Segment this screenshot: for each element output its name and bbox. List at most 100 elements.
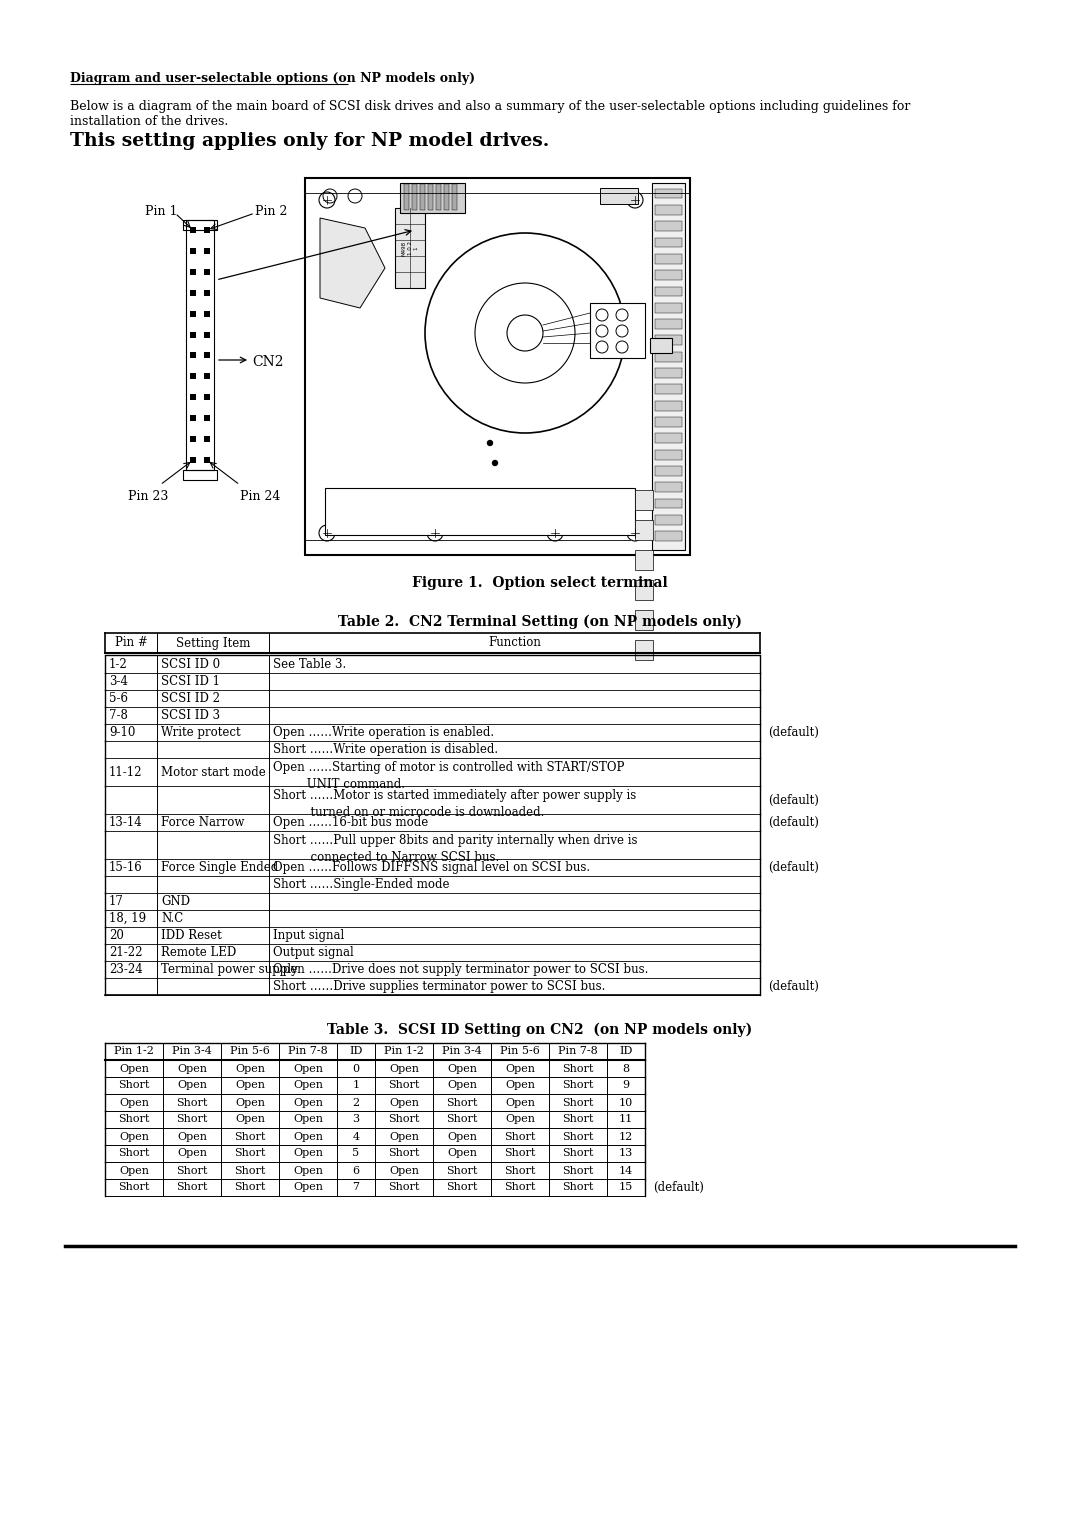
Text: 13: 13 [619, 1149, 633, 1158]
Circle shape [475, 283, 575, 384]
Text: Open: Open [293, 1183, 323, 1192]
Bar [654, 287, 681, 296]
Text: Short: Short [563, 1097, 594, 1108]
Text: 1: 1 [352, 1080, 360, 1091]
Bar [654, 515, 681, 524]
Bar [635, 640, 653, 660]
Bar [652, 183, 685, 550]
Text: Short ……Pull upper 8bits and parity internally when drive is
          connected: Short ……Pull upper 8bits and parity inte… [273, 834, 637, 863]
Text: Diagram and user-selectable options (on NP models only): Diagram and user-selectable options (on … [70, 72, 475, 86]
Text: Pin #: Pin # [114, 637, 147, 649]
Bar [204, 457, 210, 463]
Bar [654, 385, 681, 394]
Text: 7-8: 7-8 [109, 709, 127, 723]
Circle shape [487, 440, 492, 446]
Text: 17: 17 [109, 895, 124, 908]
Text: Short: Short [119, 1080, 150, 1091]
Text: Short: Short [389, 1183, 420, 1192]
Text: SCSI ID 1: SCSI ID 1 [161, 675, 220, 688]
Text: ID: ID [349, 1047, 363, 1056]
Bar [635, 520, 653, 539]
Bar [650, 338, 672, 353]
Text: M498
1 0 2
1: M498 1 0 2 1 [402, 240, 418, 255]
Text: Open ……Drive does not supply terminator power to SCSI bus.: Open ……Drive does not supply terminator … [273, 963, 648, 976]
Bar [635, 550, 653, 570]
Text: Short: Short [446, 1114, 477, 1125]
Text: Open: Open [389, 1166, 419, 1175]
Bar [654, 466, 681, 475]
Text: 15-16: 15-16 [109, 860, 143, 874]
Bar [654, 188, 681, 199]
Text: Short: Short [563, 1114, 594, 1125]
Text: Table 3.  SCSI ID Setting on CN2  (on NP models only): Table 3. SCSI ID Setting on CN2 (on NP m… [327, 1024, 753, 1038]
Text: Short: Short [176, 1166, 207, 1175]
Text: Open: Open [293, 1166, 323, 1175]
Text: 5-6: 5-6 [109, 692, 129, 704]
Bar [654, 303, 681, 313]
Text: SCSI ID 3: SCSI ID 3 [161, 709, 220, 723]
Text: Short: Short [446, 1183, 477, 1192]
Text: 9: 9 [622, 1080, 630, 1091]
Bar [204, 228, 210, 232]
Bar [654, 449, 681, 460]
Text: Open: Open [119, 1166, 149, 1175]
Bar [654, 417, 681, 426]
Text: Open: Open [293, 1097, 323, 1108]
Text: Open ……Write operation is enabled.: Open ……Write operation is enabled. [273, 726, 495, 740]
Text: Open: Open [293, 1149, 323, 1158]
Bar [186, 220, 214, 471]
Bar [635, 581, 653, 601]
Text: Short: Short [563, 1132, 594, 1141]
Bar [190, 228, 195, 232]
Text: (default): (default) [768, 979, 819, 993]
Text: Below is a diagram of the main board of SCSI disk drives and also a summary of t: Below is a diagram of the main board of … [70, 99, 910, 128]
Text: Open: Open [447, 1063, 477, 1074]
Text: Short ……Motor is started immediately after power supply is
          turned on o: Short ……Motor is started immediately aft… [273, 788, 636, 819]
Text: Open: Open [235, 1097, 265, 1108]
Bar [190, 394, 195, 400]
Text: Short: Short [563, 1166, 594, 1175]
Text: Short: Short [563, 1183, 594, 1192]
Bar [635, 610, 653, 630]
Bar [183, 471, 217, 480]
Text: Pin 2: Pin 2 [255, 205, 287, 219]
Bar [654, 336, 681, 345]
Text: Short: Short [119, 1114, 150, 1125]
Bar [395, 208, 426, 287]
Bar [204, 248, 210, 254]
Bar [204, 290, 210, 296]
Text: Setting Item: Setting Item [176, 637, 251, 649]
Text: Open: Open [505, 1097, 535, 1108]
Text: Short: Short [563, 1149, 594, 1158]
Bar [190, 416, 195, 422]
Bar [404, 183, 409, 209]
Text: 5: 5 [352, 1149, 360, 1158]
Bar [325, 487, 635, 535]
Text: 11: 11 [619, 1114, 633, 1125]
Bar [654, 368, 681, 377]
Text: Open: Open [293, 1080, 323, 1091]
Text: Open: Open [235, 1063, 265, 1074]
Text: Short: Short [563, 1063, 594, 1074]
Text: Open: Open [505, 1114, 535, 1125]
Text: Output signal: Output signal [273, 946, 354, 960]
Bar [305, 177, 690, 555]
Text: Short ……Write operation is disabled.: Short ……Write operation is disabled. [273, 743, 498, 756]
Text: Short: Short [119, 1149, 150, 1158]
Text: IDD Reset: IDD Reset [161, 929, 221, 941]
Bar [654, 222, 681, 231]
Text: This setting applies only for NP model drives.: This setting applies only for NP model d… [70, 131, 550, 150]
Text: Open: Open [447, 1080, 477, 1091]
Text: Pin 7-8: Pin 7-8 [558, 1047, 598, 1056]
Text: Force Single Ended: Force Single Ended [161, 860, 279, 874]
Text: (default): (default) [768, 816, 819, 830]
Text: Short: Short [176, 1114, 207, 1125]
Text: Open: Open [293, 1114, 323, 1125]
Text: Pin 24: Pin 24 [240, 490, 281, 503]
Text: Remote LED: Remote LED [161, 946, 237, 960]
Text: 2: 2 [352, 1097, 360, 1108]
Text: GND: GND [161, 895, 190, 908]
Text: Open: Open [119, 1097, 149, 1108]
Text: Input signal: Input signal [273, 929, 345, 941]
Bar [411, 183, 417, 209]
